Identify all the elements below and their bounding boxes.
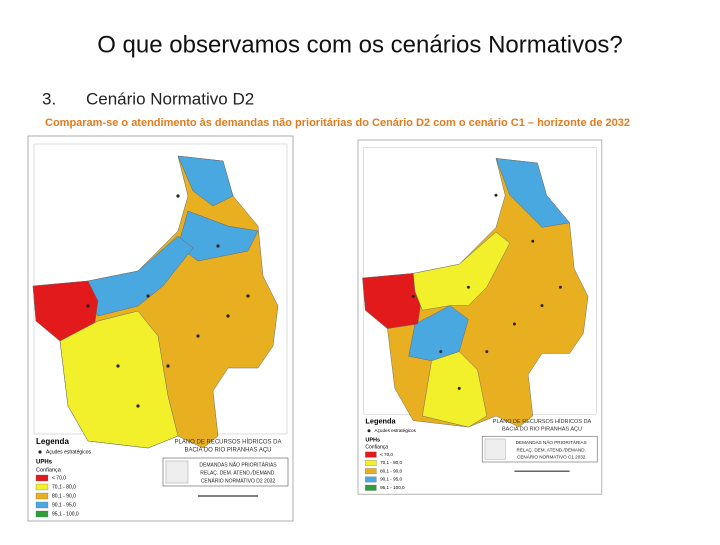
legend-swatch — [35, 501, 49, 509]
legend-swatch — [35, 510, 49, 518]
legend-class-label: 80,1 - 90,0 — [52, 493, 76, 499]
legend-point — [367, 429, 371, 433]
plan-title: PLANO DE RECURSOS HÍDRICOS DA — [174, 439, 281, 446]
legend-class-label: 95,1 - 100,0 — [380, 485, 405, 490]
item-text: Cenário Normativo D2 — [86, 89, 254, 108]
legend-swatch — [35, 474, 49, 482]
reservoir-point — [166, 364, 170, 368]
legend-swatch — [365, 484, 377, 491]
map-title-box — [481, 435, 598, 463]
reservoir-point — [494, 193, 498, 197]
reservoir-point — [411, 294, 415, 298]
legend-class-label: 80,1 - 90,0 — [380, 468, 402, 473]
legend-class-label: < 70,0 — [52, 475, 66, 481]
legend-point-label: Açudes estratégicos — [375, 428, 417, 433]
legend-point-label: Açudes estratégicos — [46, 449, 92, 455]
inset-map — [484, 438, 506, 460]
legend-swatch — [365, 468, 377, 475]
reservoir-point — [86, 304, 90, 308]
basin-region — [495, 158, 571, 228]
legend-swatch — [365, 451, 377, 458]
legend-swatch — [365, 476, 377, 483]
basin-region — [422, 351, 488, 428]
legend-confidence: Confiança — [36, 467, 62, 473]
legend-title: Legenda — [365, 416, 396, 425]
subtitle: Comparam-se o atendimento às demandas nã… — [45, 117, 630, 129]
map-title: RELAÇ. DEM. ATEND./DEMAND. — [200, 470, 275, 476]
legend-swatch — [365, 460, 377, 466]
reservoir-point — [196, 334, 200, 338]
legend-class-label: 90,1 - 95,0 — [380, 477, 402, 482]
legend-confidence: Confiança — [365, 445, 388, 451]
legend-class-label: 95,1 - 100,0 — [52, 511, 79, 517]
map-title: DEMANDAS NÃO PRIORITÁRIAS — [199, 461, 277, 468]
reservoir-point — [146, 294, 150, 298]
reservoir-point — [116, 364, 120, 368]
legend-class-label: 70,1 - 80,0 — [52, 484, 76, 490]
reservoir-point — [216, 244, 220, 248]
inset-map — [165, 460, 189, 484]
legend-uph: UPHs — [36, 460, 53, 466]
legend-class-label: < 70,0 — [380, 452, 393, 457]
basin-region — [177, 155, 234, 207]
map-title: CENÁRIO NORMATIVO C1 2032 — [517, 454, 586, 460]
basin-region — [59, 310, 179, 449]
map-title: DEMANDAS NÃO PRIORITÁRIAS — [516, 439, 587, 445]
legend-class-label: 70,1 - 80,0 — [380, 460, 402, 465]
reservoir-point — [136, 404, 140, 408]
legend-title: Legenda — [36, 437, 69, 446]
map-title: RELAÇ. DEM. ATEND./DEMAND. — [517, 447, 586, 452]
plan-title: PLANO DE RECURSOS HÍDRICOS DA — [493, 418, 592, 425]
reservoir-point — [439, 350, 443, 354]
plan-title: BACIA DO RIO PIRANHAS AÇU — [502, 426, 582, 432]
legend-swatch — [35, 483, 49, 491]
basin-region — [412, 231, 511, 311]
reservoir-point — [531, 239, 535, 243]
reservoir-point — [457, 386, 461, 390]
reservoir-point — [485, 350, 489, 354]
legend-class-label: 90,1 - 95,0 — [52, 502, 76, 508]
reservoir-point — [558, 285, 562, 289]
plan-title: BACIA DO RIO PIRANHAS AÇU — [184, 448, 271, 454]
reservoir-point — [176, 194, 180, 198]
reservoir-point — [226, 314, 230, 318]
item-number: 3. — [42, 89, 56, 108]
reservoir-point — [540, 304, 544, 308]
legend-point — [38, 450, 42, 454]
reservoir-point — [246, 294, 250, 298]
map-title: CENÁRIO NORMATIVO D2 2032 — [201, 477, 276, 484]
legend-uph: UPHs — [365, 437, 380, 443]
reservoir-point — [512, 322, 516, 326]
map-title-box — [162, 457, 289, 487]
reservoir-point — [466, 285, 470, 289]
slide-title: O que observamos com os cenários Normati… — [97, 31, 623, 58]
map-right: Legenda Açudes estratégicos UPHs Confiança<… — [357, 139, 603, 495]
legend-swatch — [35, 492, 49, 500]
